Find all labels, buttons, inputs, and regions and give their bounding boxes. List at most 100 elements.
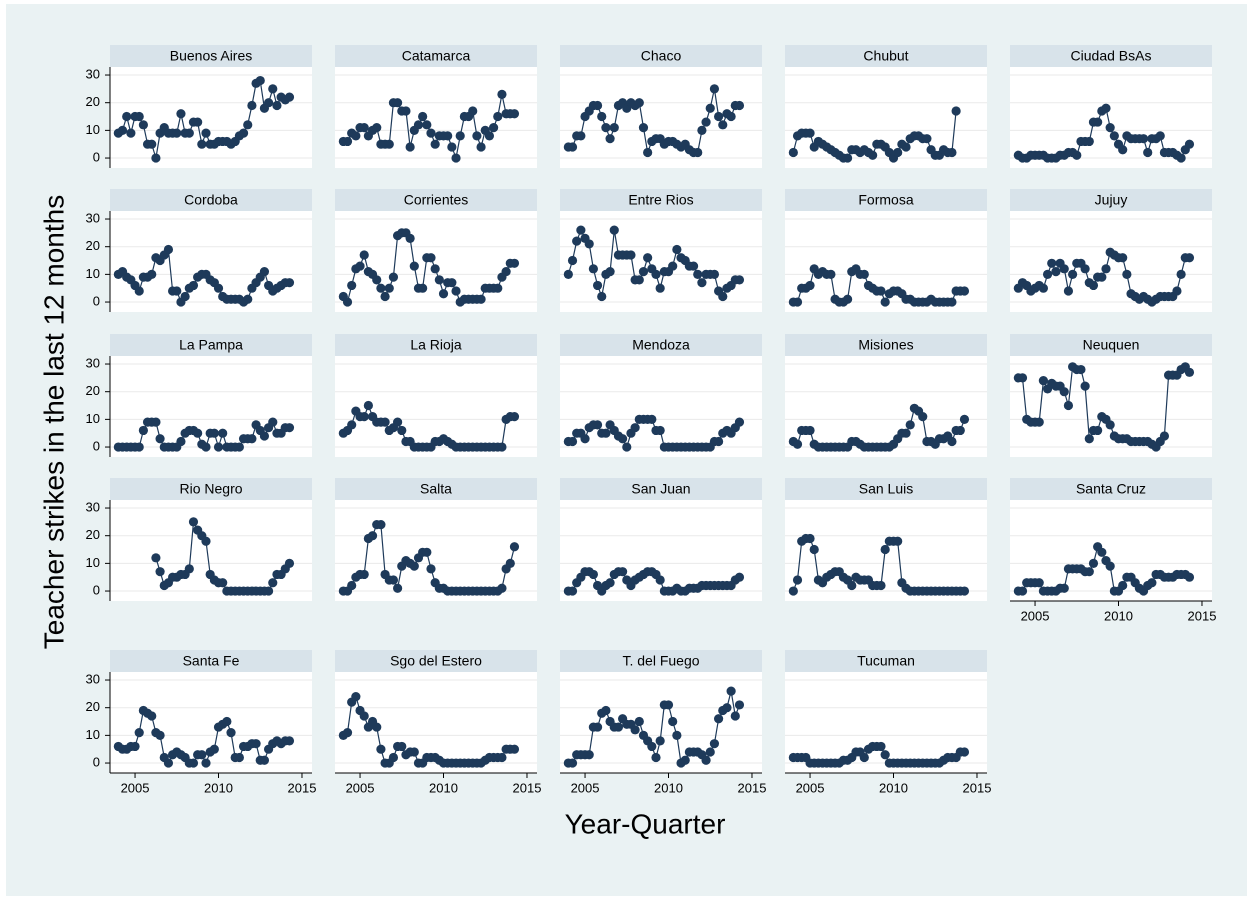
panel-header <box>110 189 312 211</box>
point <box>805 425 815 436</box>
point <box>126 128 136 138</box>
panel-header <box>1010 189 1212 211</box>
point <box>259 267 270 277</box>
point <box>718 120 728 130</box>
point <box>188 517 199 527</box>
x-tick-label: 2005 <box>1021 608 1050 623</box>
panel-title: Cordoba <box>184 192 238 208</box>
point <box>1097 547 1107 557</box>
point <box>201 758 211 768</box>
x-tick-label: 2010 <box>204 780 233 795</box>
point <box>567 255 578 266</box>
point <box>138 425 148 436</box>
point <box>342 136 353 147</box>
point <box>947 297 957 307</box>
point <box>826 269 836 279</box>
panel-title: La Rioja <box>410 337 462 353</box>
point <box>147 269 157 279</box>
panel-header <box>335 650 537 672</box>
x-tick-label: 2015 <box>738 780 767 795</box>
point <box>655 283 665 293</box>
point <box>734 100 745 111</box>
y-tick-label: 30 <box>86 210 100 225</box>
point <box>130 741 140 752</box>
point <box>597 291 607 302</box>
point <box>376 283 386 293</box>
point <box>509 109 520 119</box>
point <box>251 739 261 749</box>
y-tick-label: 20 <box>86 383 100 398</box>
point <box>201 128 211 138</box>
point <box>367 531 378 541</box>
point <box>572 236 582 246</box>
point <box>576 225 586 235</box>
plot-region <box>110 672 312 773</box>
panel-header <box>110 45 312 67</box>
y-tick-label: 0 <box>93 754 100 769</box>
point <box>218 578 228 588</box>
point <box>922 134 932 144</box>
point <box>805 280 815 291</box>
point <box>151 153 161 163</box>
point <box>584 239 594 249</box>
point <box>151 417 161 427</box>
point <box>701 117 711 127</box>
point <box>630 423 640 433</box>
point <box>272 100 282 111</box>
point <box>1101 264 1111 274</box>
point <box>859 752 869 763</box>
point <box>430 264 440 274</box>
point <box>401 106 411 116</box>
x-tick-label: 2015 <box>963 780 992 795</box>
point <box>880 750 890 760</box>
plot-region <box>335 67 537 168</box>
point <box>1109 131 1119 141</box>
point <box>243 294 253 304</box>
point <box>384 283 394 293</box>
point <box>1184 139 1195 149</box>
y-tick-label: 10 <box>86 122 100 137</box>
point <box>1017 373 1028 383</box>
point <box>1068 269 1078 279</box>
point <box>393 583 403 593</box>
point <box>393 417 403 427</box>
point <box>213 442 224 452</box>
point <box>122 111 132 122</box>
panel-header <box>560 650 762 672</box>
point <box>901 142 911 152</box>
point <box>193 117 203 127</box>
point <box>438 289 449 299</box>
point <box>868 150 878 160</box>
point <box>734 417 745 427</box>
point <box>443 131 453 141</box>
point <box>201 442 211 452</box>
x-tick-label: 2010 <box>429 780 458 795</box>
x-tick-label: 2005 <box>571 780 600 795</box>
point <box>1147 578 1157 588</box>
point <box>705 747 715 757</box>
y-tick-label: 30 <box>86 671 100 686</box>
point <box>959 586 970 596</box>
y-tick-label: 20 <box>86 699 100 714</box>
point <box>651 269 661 279</box>
point <box>197 750 207 760</box>
point <box>918 412 928 422</box>
point <box>155 567 165 577</box>
y-tick-label: 0 <box>93 582 100 597</box>
panel-title: Mendoza <box>632 337 690 353</box>
point <box>393 98 403 108</box>
point <box>176 436 186 447</box>
panel-title: Tucuman <box>857 653 915 669</box>
point <box>734 700 745 710</box>
point <box>468 106 478 116</box>
point <box>359 711 369 721</box>
point <box>397 741 407 752</box>
point <box>451 286 461 296</box>
point <box>680 755 690 765</box>
point <box>647 414 657 424</box>
panel-title: Rio Negro <box>179 481 242 497</box>
point <box>1176 269 1186 279</box>
point <box>268 417 278 427</box>
point <box>268 84 278 94</box>
panel-title: San Luis <box>859 481 913 497</box>
